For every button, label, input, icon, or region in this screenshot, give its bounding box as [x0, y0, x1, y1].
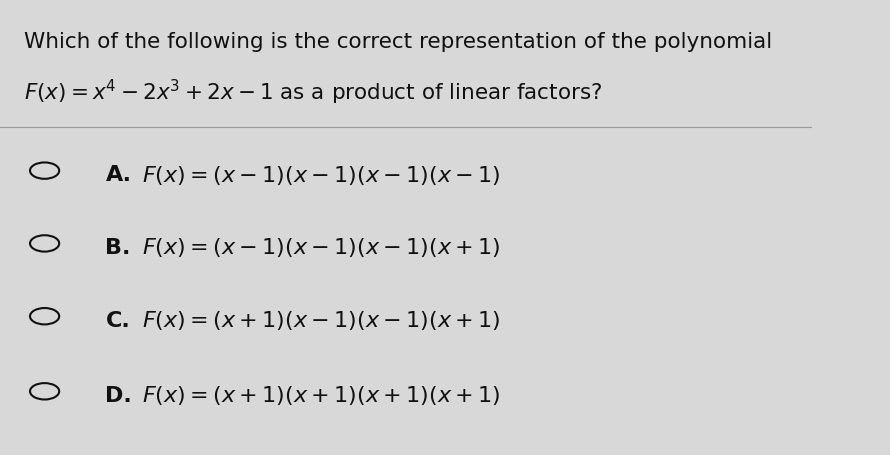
- Text: $F(x) = (x+1)(x-1)(x-1)(x+1)$: $F(x) = (x+1)(x-1)(x-1)(x+1)$: [142, 309, 500, 332]
- Text: $F(x) = (x-1)(x-1)(x-1)(x+1)$: $F(x) = (x-1)(x-1)(x-1)(x+1)$: [142, 237, 500, 259]
- Text: $F(x) = (x+1)(x+1)(x+1)(x+1)$: $F(x) = (x+1)(x+1)(x+1)(x+1)$: [142, 384, 500, 407]
- Text: $F(x) = (x-1)(x-1)(x-1)(x-1)$: $F(x) = (x-1)(x-1)(x-1)(x-1)$: [142, 164, 500, 187]
- Text: $F(x) = x^4 - 2x^3 + 2x - 1$ as a product of linear factors?: $F(x) = x^4 - 2x^3 + 2x - 1$ as a produc…: [24, 77, 603, 106]
- Text: Which of the following is the correct representation of the polynomial: Which of the following is the correct re…: [24, 32, 773, 52]
- Text: B.: B.: [105, 238, 131, 258]
- Text: C.: C.: [105, 311, 130, 331]
- Text: D.: D.: [105, 386, 133, 406]
- Text: A.: A.: [105, 165, 132, 185]
